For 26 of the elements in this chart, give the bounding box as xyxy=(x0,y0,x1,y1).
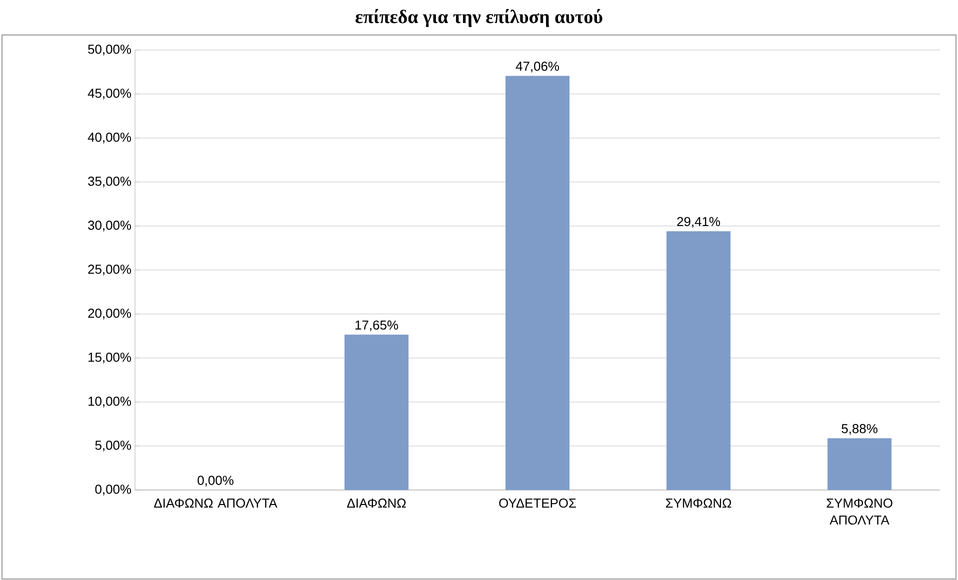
bar xyxy=(506,76,570,490)
x-tick-label: ΔΙΑΦΩΝΩ ΑΠΟΛΥΤΑ xyxy=(154,498,278,508)
x-tick-label: ΣΥΜΦΩΝΩ xyxy=(666,498,732,508)
data-label: 17,65% xyxy=(356,320,398,332)
data-label: 47,06% xyxy=(516,62,560,72)
y-tick-label: 30,00% xyxy=(88,220,132,232)
x-tick-label: ΟΥΔΕΤΕΡΟΣ xyxy=(499,498,576,508)
data-label: 0,00% xyxy=(198,476,234,486)
y-tick-label: 20,00% xyxy=(88,308,132,320)
y-tick-label: 45,00% xyxy=(88,88,132,100)
y-tick-label: 0,00% xyxy=(95,484,132,496)
bar xyxy=(666,231,731,490)
y-tick-label: 10,00% xyxy=(88,396,132,408)
bar xyxy=(828,438,892,490)
data-label: 29,41% xyxy=(677,216,720,228)
x-tick-label: ΔΙΑΦΩΝΩ xyxy=(347,498,406,508)
bar xyxy=(344,334,409,490)
y-tick-label: 25,00% xyxy=(88,264,132,276)
y-tick-label: 40,00% xyxy=(88,132,132,144)
chart-title: επίπεδα για την επίλυση αυτού xyxy=(356,8,602,28)
data-label: 5,88% xyxy=(842,424,878,435)
y-tick-label: 35,00% xyxy=(88,176,132,188)
x-tick-label: ΣΥΜΦΩΝΟ ΑΠΟΛΥΤΑ xyxy=(826,498,892,525)
y-tick-label: 15,00% xyxy=(88,352,132,364)
y-tick-label: 5,00% xyxy=(95,440,132,452)
y-tick-label: 50,00% xyxy=(88,44,132,56)
